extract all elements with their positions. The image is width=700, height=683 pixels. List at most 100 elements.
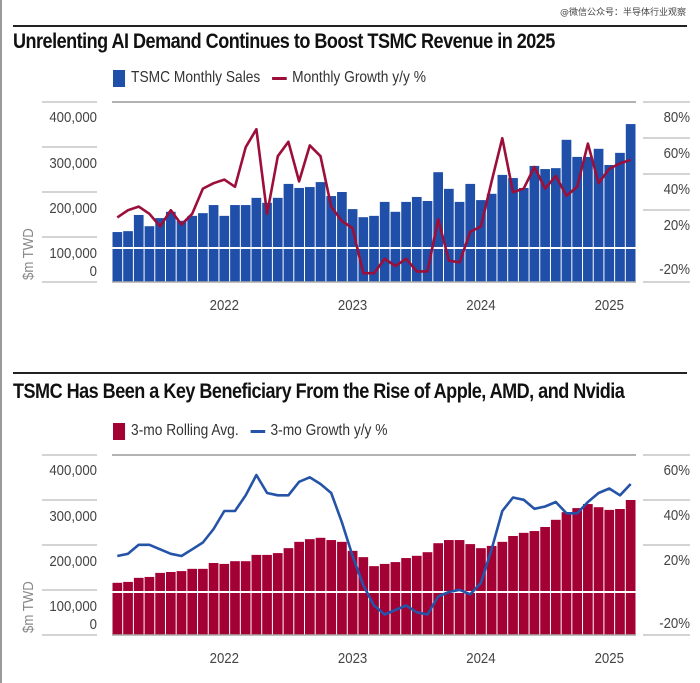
bar [593, 148, 604, 282]
chart-2-legend: 3-mo Rolling Avg. 3-mo Growth y/y % [113, 422, 387, 440]
y-tick-label: 300,000 [49, 154, 97, 171]
legend-swatch-line [272, 76, 287, 80]
legend-label-bar: 3-mo Rolling Avg. [131, 422, 239, 439]
bar [112, 232, 123, 282]
x-tick-label: 2022 [210, 296, 239, 313]
bar [358, 557, 369, 635]
bar [208, 563, 219, 635]
y-tick-label: 200,000 [49, 199, 97, 216]
x-tick-label: 2024 [466, 649, 495, 666]
bar [240, 561, 251, 635]
bar [219, 563, 230, 635]
y-tick-label: 400,000 [49, 461, 97, 478]
x-tick-label: 2025 [595, 296, 624, 313]
y-tick-label: 400,000 [49, 108, 97, 125]
bar [444, 540, 454, 635]
bar [347, 209, 358, 282]
chart-2-title: TSMC Has Been a Key Beneficiary From the… [13, 380, 625, 403]
legend-label-line: 3-mo Growth y/y % [270, 422, 388, 439]
bar [422, 552, 433, 635]
bar [390, 211, 401, 282]
bar [593, 507, 604, 635]
bar [615, 152, 625, 282]
bar [561, 139, 572, 282]
bar [518, 187, 529, 282]
bar [508, 536, 518, 635]
bar [262, 554, 272, 635]
chart-1-legend: TSMC Monthly Sales Monthly Growth y/y % [113, 69, 426, 87]
bar [272, 553, 283, 635]
bar [433, 172, 444, 282]
bar [165, 211, 176, 282]
bar [144, 226, 155, 282]
bar [433, 543, 444, 635]
bar [486, 545, 497, 635]
x-tick-label: 2023 [338, 649, 367, 666]
y2-tick-label: 40% [664, 180, 691, 197]
y-tick-label: 100,000 [49, 597, 97, 614]
y2-tick-label: -20% [659, 614, 690, 631]
bar [401, 558, 411, 635]
x-tick-label: 2023 [338, 296, 367, 313]
legend-swatch-bar [113, 69, 126, 87]
bar [615, 509, 625, 635]
bar [369, 566, 379, 635]
y-axis-label: $m TWD [19, 581, 36, 633]
bar [422, 201, 433, 282]
y-tick-label: 0 [90, 615, 97, 632]
legend-swatch-line [250, 429, 266, 433]
growth-line [117, 473, 632, 616]
bar [358, 217, 369, 282]
bar [379, 563, 390, 635]
bar [540, 527, 550, 635]
bar [176, 571, 187, 635]
bar [230, 205, 240, 282]
bar [625, 500, 636, 635]
y2-tick-label: 20% [664, 216, 691, 233]
bar [604, 509, 615, 635]
bar [133, 577, 144, 635]
bar [304, 187, 315, 282]
bar [176, 220, 187, 282]
bar [411, 196, 422, 282]
y-tick-label: 200,000 [49, 552, 97, 569]
bar [315, 537, 326, 635]
bar [583, 156, 593, 282]
x-tick-label: 2025 [595, 649, 624, 666]
bar [294, 541, 304, 635]
bar [262, 202, 272, 282]
bar [401, 201, 411, 282]
bar [208, 205, 219, 282]
y2-tick-label: 60% [664, 461, 691, 478]
y-tick-label: 100,000 [49, 244, 97, 261]
top-rule [13, 25, 687, 27]
section-rule [13, 372, 687, 374]
bar [123, 581, 133, 635]
bar [550, 168, 561, 282]
bar [337, 192, 347, 282]
legend-swatch-bar [113, 422, 126, 440]
bar [390, 562, 401, 635]
x-tick-label: 2024 [466, 296, 495, 313]
y-tick-label: 300,000 [49, 507, 97, 524]
bar [604, 165, 615, 282]
bar [155, 218, 165, 282]
bar [465, 544, 476, 635]
bar [497, 174, 508, 282]
bar [454, 540, 465, 635]
bar [187, 568, 198, 635]
y-tick-label: 0 [90, 262, 97, 279]
watermark: @微信公众号：半导体行业观察 [559, 8, 686, 18]
x-tick-label: 2022 [210, 649, 239, 666]
bar [572, 156, 583, 282]
bar [283, 183, 294, 282]
bar [326, 196, 337, 282]
bar [379, 201, 390, 282]
bar [198, 568, 208, 635]
growth-line [116, 127, 632, 275]
bar [304, 539, 315, 635]
legend-label-bar: TSMC Monthly Sales [131, 69, 261, 86]
